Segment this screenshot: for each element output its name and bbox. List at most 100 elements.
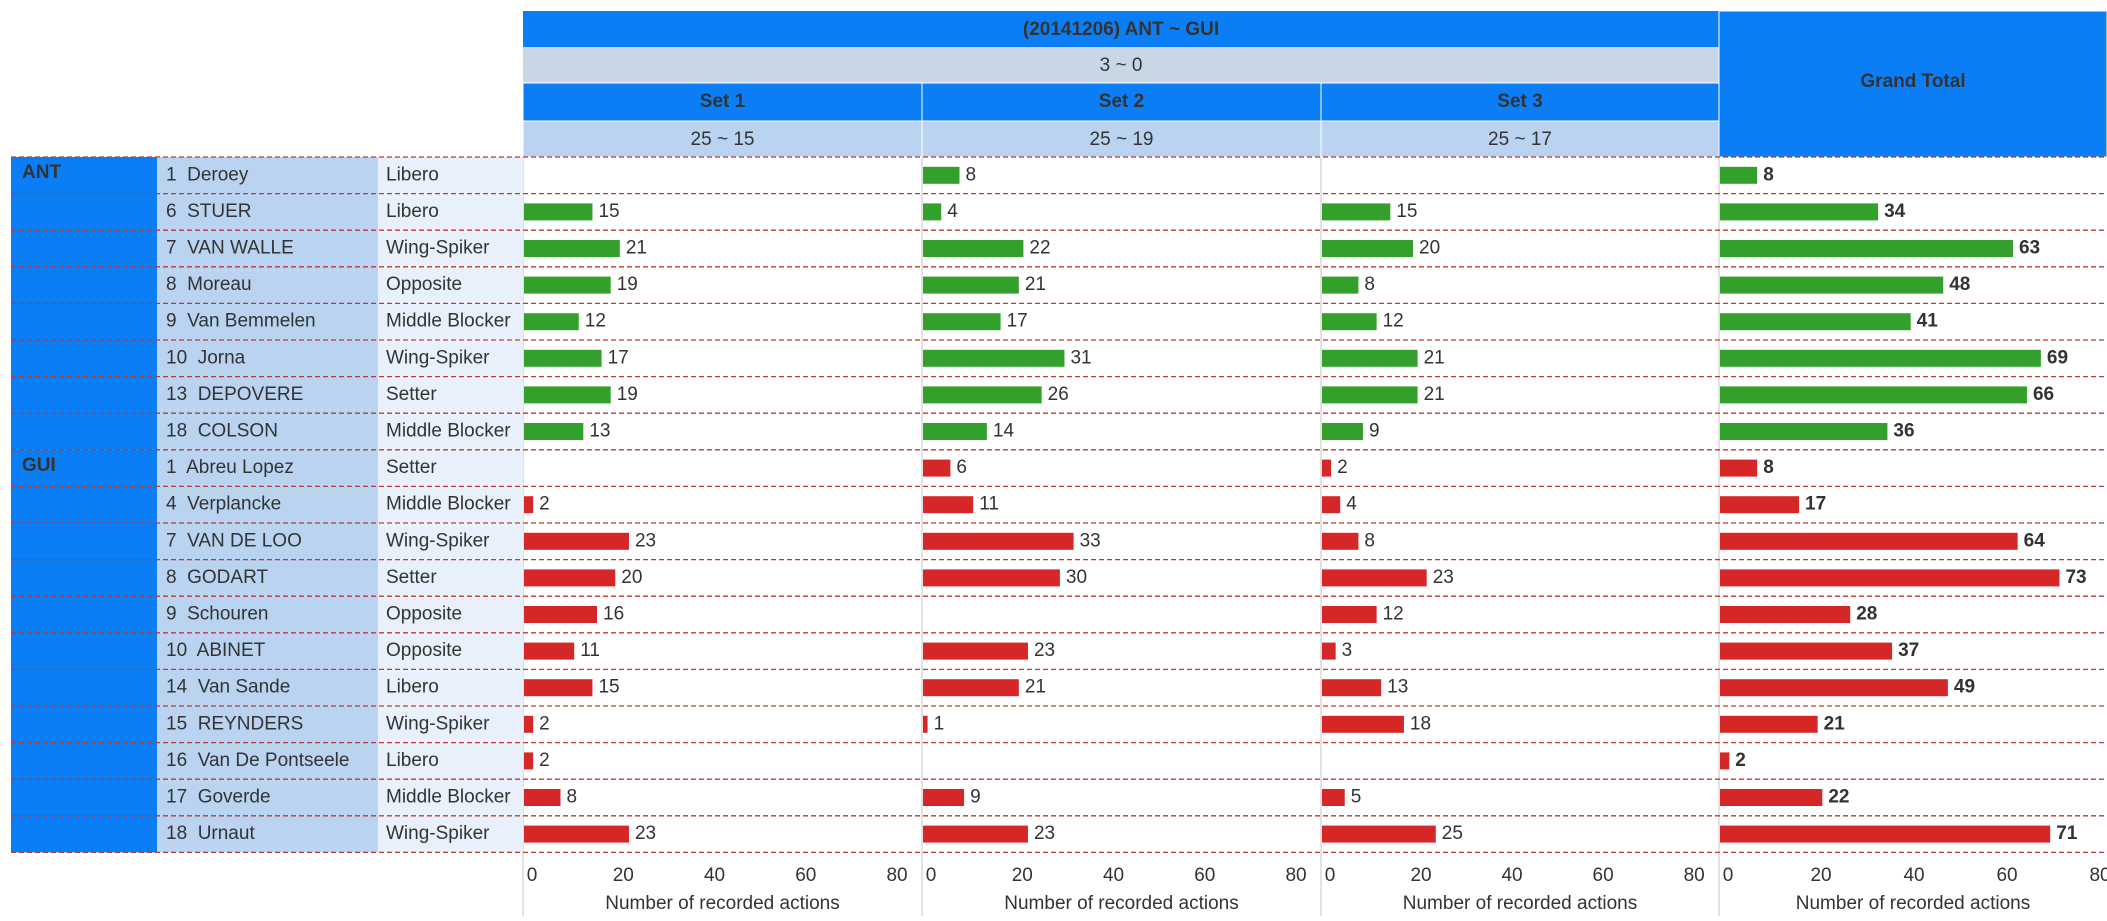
bar (1720, 166, 1758, 184)
team-label: ANT (22, 162, 61, 183)
position-cell (378, 596, 523, 633)
bar (1322, 496, 1341, 514)
player-label: 10 ABINET (166, 640, 266, 661)
value-label: 4 (947, 201, 958, 222)
title-bar (523, 11, 1719, 47)
panel-title: Set 3 (1497, 91, 1542, 112)
bar (923, 166, 960, 184)
player-cell (157, 193, 378, 231)
player-cell (157, 157, 378, 194)
x-tick-label: 80 (886, 865, 907, 886)
value-label: 6 (956, 457, 967, 478)
x-tick-label: 20 (613, 865, 634, 886)
player-label: 15 REYNDERS (166, 713, 303, 734)
bar (923, 715, 928, 733)
bar (1720, 532, 2018, 550)
value-label: 36 (1893, 421, 1914, 442)
chart-subtitle: 3 ~ 0 (1100, 55, 1143, 76)
position-label: Libero (386, 201, 439, 222)
value-label: 15 (598, 201, 619, 222)
team-label: GUI (22, 455, 56, 476)
bar (923, 349, 1065, 367)
position-label: Setter (386, 457, 437, 478)
player-label: 18 COLSON (166, 421, 278, 442)
player-cell (157, 230, 378, 267)
value-label: 71 (2056, 823, 2078, 844)
value-label: 2 (1337, 457, 1348, 478)
position-cell (378, 449, 523, 487)
value-label: 33 (1080, 530, 1101, 551)
value-label: 25 (1442, 823, 1463, 844)
x-tick-label: 40 (1501, 865, 1522, 886)
bar (923, 313, 1001, 331)
bar (1322, 240, 1414, 257)
position-label: Libero (386, 677, 439, 698)
position-cell (378, 340, 523, 377)
bar (1322, 569, 1427, 587)
player-cell (157, 523, 378, 560)
player-cell (157, 779, 378, 816)
x-tick-label: 20 (1810, 865, 1831, 886)
value-label: 11 (979, 494, 999, 515)
bar (524, 752, 534, 770)
player-cell (157, 669, 378, 706)
player-cell (157, 559, 378, 597)
player-label: 1 Deroey (166, 164, 249, 185)
panel-score-bar (1320, 120, 1720, 158)
player-cell (157, 413, 378, 450)
position-label: Wing-Spiker (386, 530, 490, 551)
panel-header (921, 82, 1322, 122)
value-label: 66 (2033, 384, 2054, 405)
bar (524, 532, 629, 550)
value-label: 9 (1369, 421, 1380, 442)
value-label: 21 (626, 238, 647, 259)
bar (1322, 789, 1345, 806)
bar (524, 349, 602, 367)
bar (923, 789, 965, 806)
position-cell (378, 669, 523, 706)
panel-title: Set 2 (1099, 91, 1144, 112)
bar (923, 496, 974, 514)
value-label: 22 (1828, 787, 1849, 808)
player-cell (157, 815, 378, 853)
x-tick-label: 0 (1723, 865, 1734, 886)
bar (1322, 276, 1359, 294)
x-tick-label: 0 (926, 865, 937, 886)
panel-score: 25 ~ 15 (691, 129, 755, 150)
bar (1720, 789, 1823, 806)
value-label: 2 (539, 713, 550, 734)
value-label: 8 (1763, 164, 1774, 185)
bar (1720, 825, 2051, 843)
value-label: 8 (1364, 274, 1375, 295)
value-label: 19 (617, 384, 638, 405)
value-label: 21 (1424, 384, 1445, 405)
value-label: 23 (635, 823, 656, 844)
value-label: 28 (1856, 604, 1877, 625)
value-label: 30 (1066, 567, 1087, 588)
value-label: 21 (1424, 347, 1445, 368)
x-axis-label: Number of recorded actions (1796, 893, 2030, 914)
value-label: 64 (2024, 530, 2046, 551)
bar (1720, 715, 1818, 733)
player-cell (157, 340, 378, 377)
bar (1720, 569, 2060, 587)
value-label: 20 (1419, 238, 1440, 259)
x-tick-label: 40 (704, 865, 725, 886)
bar (923, 203, 942, 221)
bar (1720, 752, 1730, 770)
value-label: 8 (1364, 530, 1375, 551)
value-label: 34 (1884, 201, 1906, 222)
position-cell (378, 742, 523, 780)
x-tick-label: 60 (1194, 865, 1215, 886)
value-label: 12 (1383, 604, 1404, 625)
bar (1322, 606, 1377, 623)
position-cell (378, 303, 523, 340)
bar (1720, 240, 2013, 257)
player-label: 7 VAN WALLE (166, 238, 294, 259)
team-cell (11, 449, 157, 853)
bar (1720, 642, 1893, 660)
panel-title: Set 1 (700, 91, 746, 112)
bar (1720, 423, 1888, 440)
position-cell (378, 815, 523, 853)
